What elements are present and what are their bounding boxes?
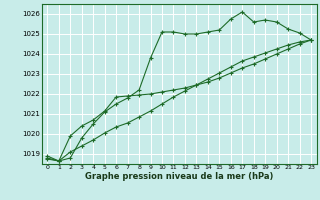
X-axis label: Graphe pression niveau de la mer (hPa): Graphe pression niveau de la mer (hPa) <box>85 172 273 181</box>
